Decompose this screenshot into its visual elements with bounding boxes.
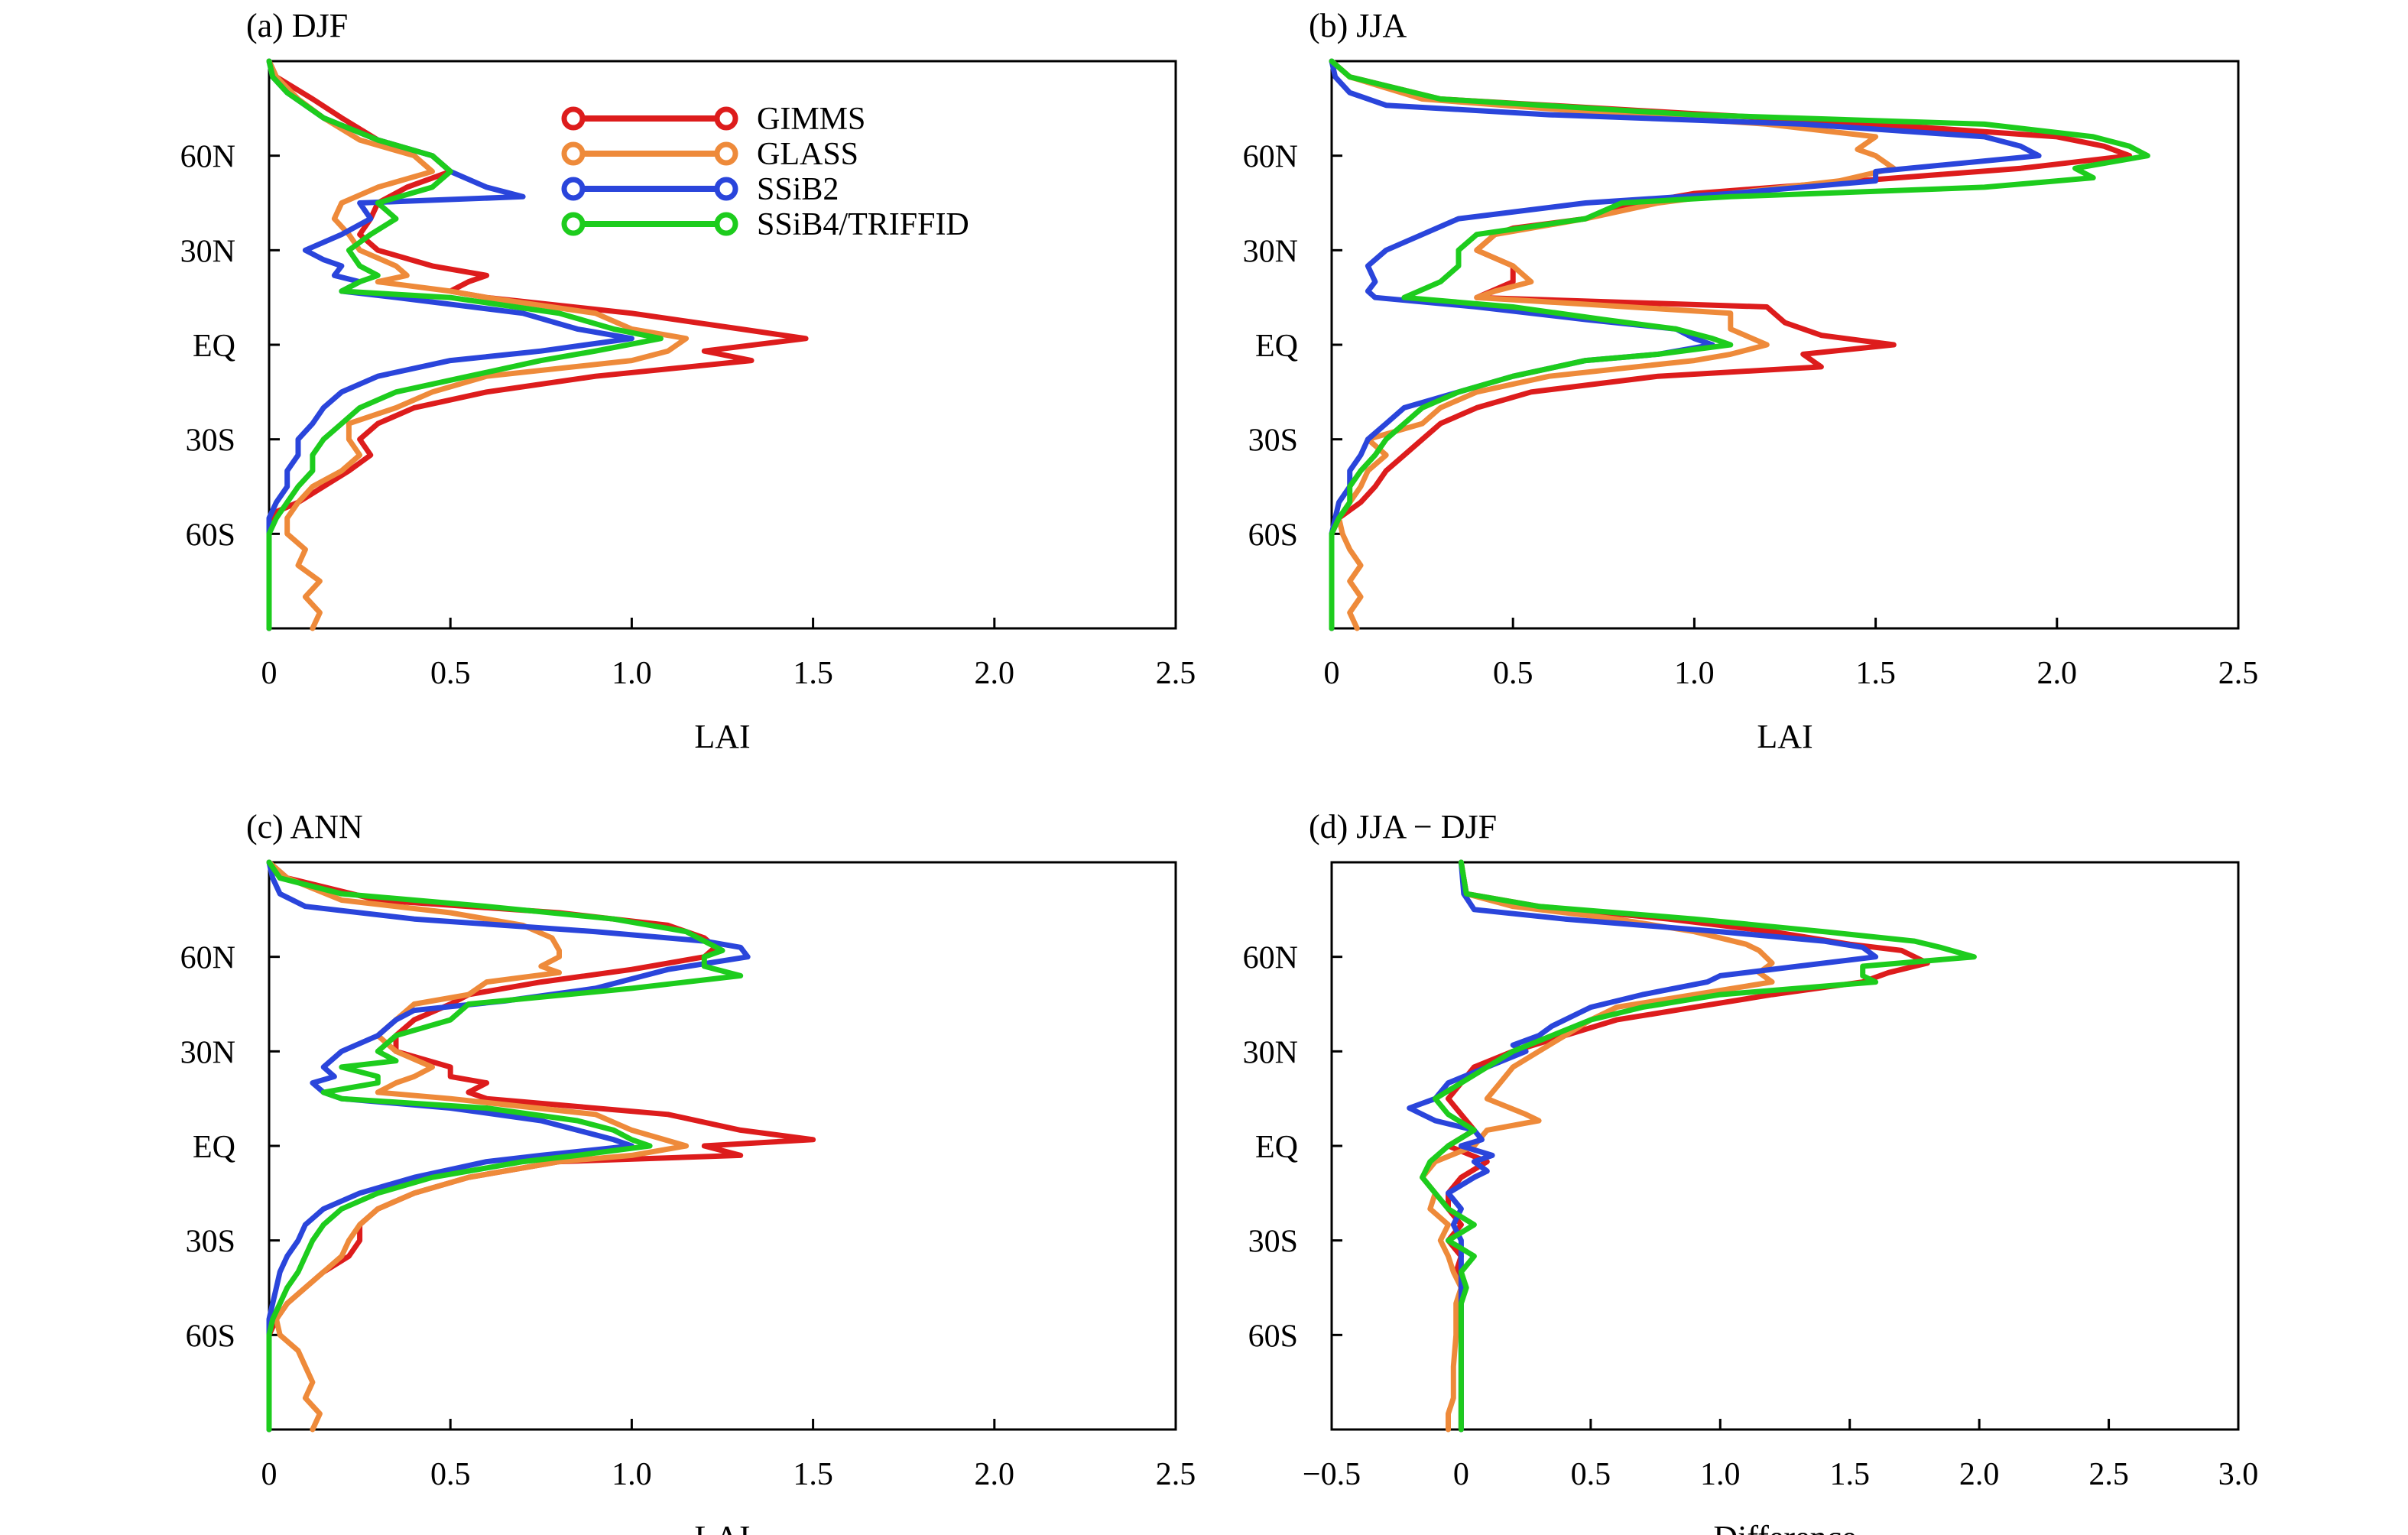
ann-series-glass (266, 859, 690, 1433)
legend-label-ssib2: SSiB2 (757, 172, 839, 207)
diff-x-tick-label-0: 0 (1453, 1457, 1469, 1492)
jja-series-ssib2 (1329, 58, 2042, 631)
panel-jja-x-axis-label: LAI (1757, 718, 1812, 755)
panel-jja-title: (b) JJA (1309, 7, 1407, 44)
panel-ann-ticks: 0 0.5 1.0 1.5 2.0 2.5 60N 30N EQ 30S 60S (180, 941, 1196, 1492)
diff-series-ssib2 (1407, 859, 1879, 1433)
ann-x-tick-label-2: 2.0 (975, 1457, 1015, 1492)
diff-x-tick-label-0p5: 0.5 (1571, 1457, 1611, 1492)
ann-y-tick-label-60n: 60N (180, 941, 235, 976)
jja-y-tick-label-30s: 30S (1248, 424, 1298, 459)
jja-x-tick-label-0: 0 (1324, 656, 1340, 691)
panel-ann-x-axis-label: LAI (694, 1519, 750, 1535)
panel-diff-ticks: −0.5 0 0.5 1.0 1.5 2.0 2.5 3.0 60N 30N EQ 30S 60S (1243, 941, 2259, 1492)
panel-djf-x-axis-label: LAI (694, 718, 750, 755)
ann-y-tick-label-eq: EQ (193, 1130, 235, 1165)
diff-series-ssib4-triffid (1420, 859, 1977, 1433)
ann-x-tick-label-1p5: 1.5 (793, 1457, 833, 1492)
panel-jja-ticks: 0 0.5 1.0 1.5 2.0 2.5 60N 30N EQ 30S 60S (1243, 140, 2259, 691)
diff-y-tick-label-30n: 30N (1243, 1035, 1298, 1070)
legend-marker-ssib4-triffid (714, 212, 738, 236)
djf-series-glass (266, 58, 690, 631)
panel-djf-ticks: 0 0.5 1.0 1.5 2.0 2.5 60N 30N EQ 30S 60S (180, 140, 1196, 691)
djf-x-tick-label-1: 1.0 (612, 656, 652, 691)
djf-y-tick-label-60s: 60S (186, 518, 235, 553)
panel-djf-title: (a) DJF (246, 7, 348, 44)
djf-series-ssib4-triffid (266, 58, 664, 631)
jja-x-tick-label-1p5: 1.5 (1855, 656, 1896, 691)
djf-y-tick-label-60n: 60N (180, 140, 235, 175)
legend-marker-ssib2 (714, 177, 738, 201)
legend-marker-glass (561, 141, 586, 166)
diff-x-tick-label-3: 3.0 (2218, 1457, 2259, 1492)
diff-series-glass (1420, 859, 1775, 1433)
jja-series-glass (1329, 58, 1897, 631)
jja-series-gimms (1329, 58, 2133, 631)
ann-x-tick-label-0: 0 (261, 1457, 277, 1492)
djf-x-tick-label-0p5: 0.5 (430, 656, 471, 691)
jja-x-tick-label-0p5: 0.5 (1493, 656, 1533, 691)
jja-x-tick-label-2p5: 2.5 (2218, 656, 2259, 691)
ann-y-tick-label-30s: 30S (186, 1225, 235, 1260)
legend-marker-gimms (714, 106, 738, 131)
legend-label-glass: GLASS (757, 137, 858, 172)
panel-ann: (c) ANN 0 0.5 1.0 1.5 2.0 2.5 60N 30N EQ 30S 60S L… (180, 808, 1196, 1535)
panel-jja: (b) JJA 0 0.5 1.0 1.5 2.0 2.5 60N 30N EQ 30S 60S L… (1243, 7, 2259, 755)
jja-x-tick-label-2: 2.0 (2037, 656, 2078, 691)
djf-y-tick-label-30n: 30N (180, 234, 235, 269)
jja-y-tick-label-60n: 60N (1243, 140, 1298, 175)
diff-y-tick-label-60n: 60N (1243, 941, 1298, 976)
ann-series-ssib4-triffid (266, 859, 744, 1433)
panel-diff-x-axis-label: Difference (1713, 1519, 1856, 1535)
panel-ann-title: (c) ANN (246, 808, 363, 845)
legend-label-gimms: GIMMS (757, 102, 865, 137)
djf-x-tick-label-1p5: 1.5 (793, 656, 833, 691)
legend-marker-ssib2 (561, 177, 586, 201)
diff-x-tick-label-1: 1.0 (1700, 1457, 1741, 1492)
panel-djf: (a) DJF 0 0.5 1.0 1.5 2.0 2.5 60N 30N EQ 30S 60S L… (180, 7, 1196, 755)
panel-jja-minus-djf: (d) JJA − DJF −0.5 0 0.5 1.0 1.5 2.0 2.5 3.0 60N… (1243, 808, 2259, 1535)
jja-series-ssib4-triffid (1329, 58, 2150, 631)
diff-x-tick-label-2: 2.0 (1959, 1457, 2000, 1492)
panel-djf-series-group (266, 58, 809, 631)
ann-x-tick-label-2p5: 2.5 (1156, 1457, 1196, 1492)
legend-marker-gimms (561, 106, 586, 131)
djf-y-tick-label-eq: EQ (193, 329, 235, 364)
djf-x-tick-label-2: 2.0 (975, 656, 1015, 691)
djf-y-tick-label-30s: 30S (186, 424, 235, 459)
panel-ann-series-group (266, 859, 816, 1433)
jja-x-tick-label-1: 1.0 (1674, 656, 1715, 691)
diff-y-tick-label-30s: 30S (1248, 1225, 1298, 1260)
panel-diff-series-group (1407, 859, 1977, 1433)
legend-marker-glass (714, 141, 738, 166)
diff-y-tick-label-60s: 60S (1248, 1319, 1298, 1354)
jja-y-tick-label-30n: 30N (1243, 234, 1298, 269)
ann-x-tick-label-1: 1.0 (612, 1457, 652, 1492)
djf-x-tick-label-0: 0 (261, 656, 277, 691)
jja-y-tick-label-eq: EQ (1255, 329, 1298, 364)
legend-label-ssib4-triffid: SSiB4/TRIFFID (757, 207, 969, 242)
diff-x-tick-label-1p5: 1.5 (1829, 1457, 1870, 1492)
diff-x-tick-label-2p5: 2.5 (2088, 1457, 2129, 1492)
jja-y-tick-label-60s: 60S (1248, 518, 1298, 553)
panel-diff-title: (d) JJA − DJF (1309, 808, 1497, 845)
djf-series-ssib2 (266, 58, 634, 631)
djf-x-tick-label-2p5: 2.5 (1156, 656, 1196, 691)
diff-x-tick-label-m0p5: −0.5 (1303, 1457, 1361, 1492)
ann-y-tick-label-30n: 30N (180, 1035, 235, 1070)
ann-x-tick-label-0p5: 0.5 (430, 1457, 471, 1492)
legend-marker-ssib4-triffid (561, 212, 586, 236)
ann-y-tick-label-60s: 60S (186, 1319, 235, 1354)
panel-jja-series-group (1329, 58, 2150, 631)
diff-y-tick-label-eq: EQ (1255, 1130, 1298, 1165)
